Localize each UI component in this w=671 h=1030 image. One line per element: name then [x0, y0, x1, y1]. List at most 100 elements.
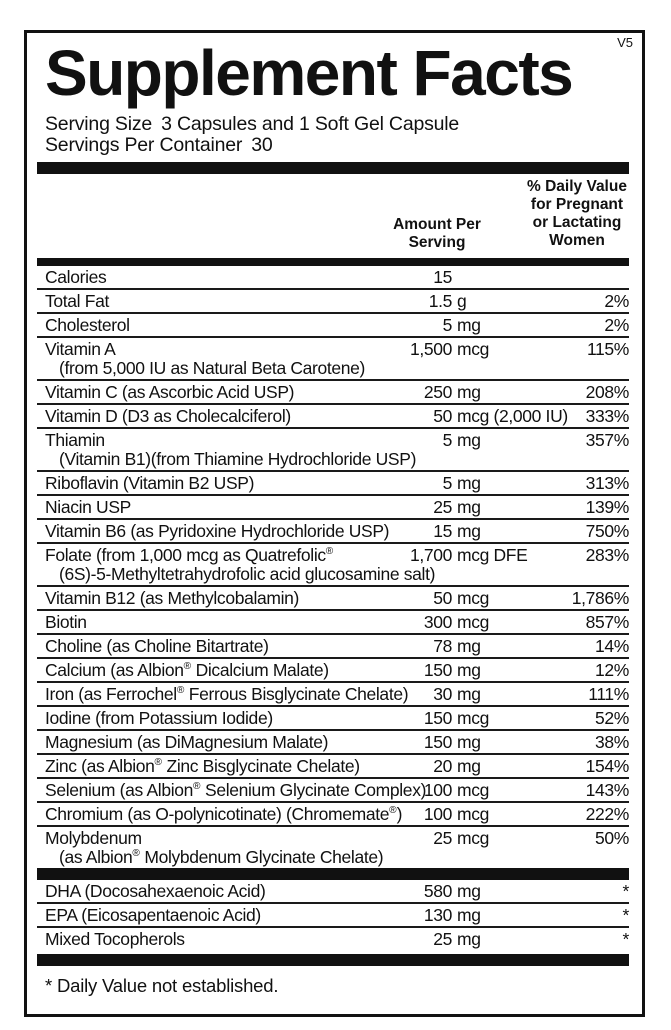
- daily-value: 12%: [595, 659, 629, 680]
- table-row: Chromium (as O-polynicotinate) (Chromema…: [37, 801, 629, 825]
- daily-value: 2%: [604, 314, 629, 335]
- daily-value: *: [622, 904, 630, 925]
- header-divider-bar: [37, 258, 629, 266]
- other-ingredients-table: DHA (Docosahexaenoic Acid) 580 mg * EPA …: [37, 880, 629, 950]
- amount-unit: mg: [457, 635, 481, 656]
- table-row: Vitamin B6 (as Pyridoxine Hydrochloride …: [37, 518, 629, 542]
- daily-value: 333%: [585, 405, 630, 426]
- amount-number: 1.5: [428, 290, 453, 311]
- amount-unit: mg: [457, 755, 481, 776]
- amount-number: 25: [433, 496, 452, 517]
- header-line: for Pregnant: [530, 196, 624, 213]
- supplement-facts-panel: V5 Supplement Facts Serving Size 3 Capsul…: [24, 30, 645, 1017]
- amount-unit: mg: [457, 496, 481, 517]
- servings-per-container-label: Servings Per Container: [45, 134, 243, 156]
- table-row: Folate (from 1,000 mcg as Quatrefolic® (…: [37, 542, 629, 585]
- amount-unit: mg: [457, 472, 481, 493]
- amount-unit: mg: [457, 731, 481, 752]
- amount-unit: mg: [457, 904, 481, 925]
- nutrient-name: Magnesium (as DiMagnesium Malate): [45, 731, 329, 752]
- amount-number: 250: [423, 381, 453, 402]
- nutrient-name: Vitamin C (as Ascorbic Acid USP): [45, 381, 295, 402]
- amount-number: 30: [433, 683, 452, 704]
- serving-size-label: Serving Size: [45, 113, 153, 135]
- nutrient-name: Vitamin D (D3 as Cholecalciferol): [45, 405, 291, 426]
- amount-number: 300: [423, 611, 453, 632]
- amount-unit: mcg: [457, 827, 490, 848]
- amount-unit: mcg: [457, 779, 490, 800]
- daily-value: 750%: [585, 520, 630, 541]
- amount-number: 5: [442, 429, 453, 450]
- amount-number: 150: [423, 731, 453, 752]
- divider-bar-top: [37, 162, 629, 174]
- table-row: Vitamin A (from 5,000 IU as Natural Beta…: [37, 336, 629, 379]
- nutrient-name: Calcium (as Albion® Dicalcium Malate): [45, 659, 329, 680]
- nutrient-name: Zinc (as Albion® Zinc Bisglycinate Chela…: [45, 755, 360, 776]
- amount-number: 150: [423, 707, 453, 728]
- amount-number: 5: [442, 314, 453, 335]
- amount-number: 1,700: [409, 544, 452, 565]
- header-line: or Lactating: [532, 214, 622, 231]
- amount-unit: mg: [457, 683, 481, 704]
- table-row: Vitamin C (as Ascorbic Acid USP) 250 mg …: [37, 379, 629, 403]
- nutrient-name: Iodine (from Potassium Iodide): [45, 707, 273, 728]
- nutrient-name: Chromium (as O-polynicotinate) (Chromema…: [45, 803, 403, 824]
- nutrient-name: Total Fat: [45, 290, 109, 311]
- amount-per-serving-header: Amount Per Serving: [362, 216, 512, 252]
- servings-per-container-value: 30: [251, 134, 273, 156]
- section-divider-bar: [37, 868, 629, 880]
- nutrient-name: Biotin: [45, 611, 87, 632]
- page-title: Supplement Facts: [45, 37, 574, 109]
- amount-unit: mcg: [457, 803, 490, 824]
- amount-unit: mg: [457, 429, 481, 450]
- daily-value: 283%: [585, 544, 630, 565]
- daily-value: 111%: [588, 683, 629, 704]
- amount-number: 20: [433, 755, 452, 776]
- table-row: Calcium (as Albion® Dicalcium Malate) 15…: [37, 657, 629, 681]
- version-tag: V5: [617, 35, 633, 50]
- daily-value: 38%: [595, 731, 629, 752]
- daily-value: 313%: [585, 472, 630, 493]
- amount-unit: g: [457, 290, 467, 311]
- table-row: Calories 15: [37, 266, 629, 288]
- amount-unit: mg: [457, 928, 481, 949]
- nutrient-name-line2: (6S)-5-Methyltetrahydrofolic acid glucos…: [59, 563, 436, 584]
- amount-number: 1,500: [409, 338, 452, 359]
- amount-unit: mcg DFE: [457, 544, 528, 565]
- nutrient-name: Molybdenum: [45, 827, 142, 848]
- amount-unit: mg: [457, 659, 481, 680]
- amount-unit: mg: [457, 314, 481, 335]
- amount-number: 15: [433, 266, 452, 287]
- table-row: Niacin USP 25 mg 139%: [37, 494, 629, 518]
- table-row: Total Fat 1.5 g 2%: [37, 288, 629, 312]
- nutrient-name: Calories: [45, 266, 107, 287]
- nutrient-name-line2: (as Albion® Molybdenum Glycinate Chelate…: [59, 846, 384, 867]
- daily-value: *: [622, 928, 630, 949]
- nutrient-name: Cholesterol: [45, 314, 130, 335]
- table-row: DHA (Docosahexaenoic Acid) 580 mg *: [37, 880, 629, 902]
- footer-divider-bar: [37, 954, 629, 966]
- amount-number: 150: [423, 659, 453, 680]
- nutrient-name: EPA (Eicosapentaenoic Acid): [45, 904, 261, 925]
- table-row: Iodine (from Potassium Iodide) 150 mcg 5…: [37, 705, 629, 729]
- nutrient-name: Folate (from 1,000 mcg as Quatrefolic®: [45, 544, 334, 565]
- header-line: Amount Per: [393, 216, 481, 233]
- amount-unit: mg: [457, 880, 481, 901]
- amount-unit: mcg (2,000 IU): [457, 405, 568, 426]
- daily-value: 1,786%: [571, 587, 630, 608]
- table-row: Mixed Tocopherols 25 mg *: [37, 926, 629, 950]
- footnote: * Daily Value not established.: [45, 975, 279, 996]
- amount-number: 130: [423, 904, 453, 925]
- nutrient-name: Niacin USP: [45, 496, 131, 517]
- nutrient-name: Vitamin B6 (as Pyridoxine Hydrochloride …: [45, 520, 390, 541]
- table-row: Selenium (as Albion® Selenium Glycinate …: [37, 777, 629, 801]
- amount-unit: mcg: [457, 707, 490, 728]
- column-headers: Amount Per Serving % Daily Value for Pre…: [37, 174, 629, 254]
- table-row: Thiamin (Vitamin B1)(from Thiamine Hydro…: [37, 427, 629, 470]
- daily-value: 139%: [585, 496, 630, 517]
- table-row: Riboflavin (Vitamin B2 USP) 5 mg 313%: [37, 470, 629, 494]
- amount-unit: mcg: [457, 587, 490, 608]
- amount-number: 100: [423, 803, 453, 824]
- amount-number: 25: [433, 827, 452, 848]
- nutrient-name: Riboflavin (Vitamin B2 USP): [45, 472, 255, 493]
